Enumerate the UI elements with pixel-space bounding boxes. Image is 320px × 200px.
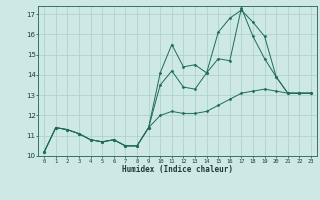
X-axis label: Humidex (Indice chaleur): Humidex (Indice chaleur) xyxy=(122,165,233,174)
